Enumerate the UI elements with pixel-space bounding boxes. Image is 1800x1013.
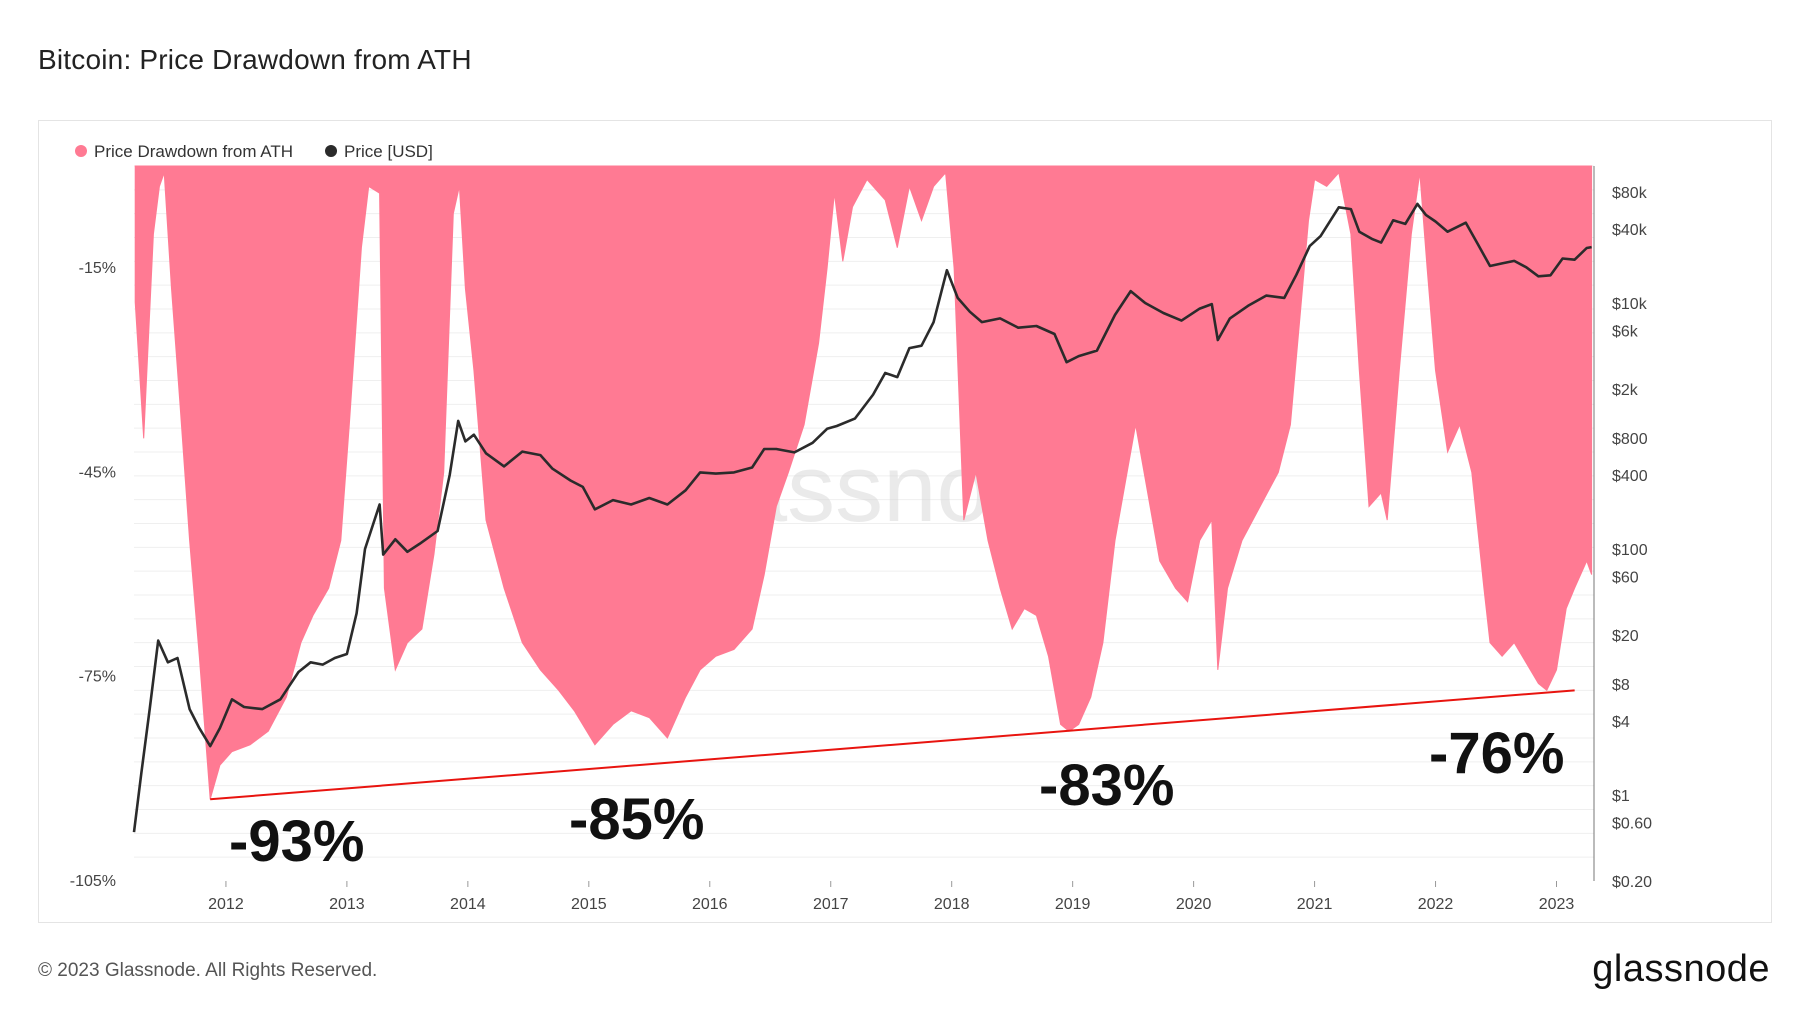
y-axis-left: -15% -45% -75% -105% bbox=[70, 260, 116, 890]
x-tick-label: 2018 bbox=[934, 896, 970, 913]
y-right-tick-label: $60 bbox=[1612, 569, 1639, 586]
y-right-tick-label: $800 bbox=[1612, 431, 1648, 448]
brand-logo: glassnode bbox=[1592, 948, 1770, 990]
x-tick-label: 2022 bbox=[1418, 896, 1454, 913]
page-title: Bitcoin: Price Drawdown from ATH bbox=[38, 44, 472, 75]
chart: Price Drawdown from ATH Price [USD] glass… bbox=[70, 142, 1652, 913]
x-tick-label: 2020 bbox=[1176, 896, 1212, 913]
drawdown-annotation: -93% bbox=[229, 809, 364, 874]
drawdown-annotation: -85% bbox=[569, 787, 704, 852]
y-right-tick-label: $1 bbox=[1612, 788, 1630, 805]
y-left-tick-label: -45% bbox=[79, 464, 116, 481]
y-left-tick-label: -105% bbox=[70, 873, 116, 890]
y-right-tick-label: $10k bbox=[1612, 296, 1648, 313]
x-tick-label: 2015 bbox=[571, 896, 607, 913]
x-axis: 2012 2013 2014 2015 2016 2017 2018 2019 2020 2021… bbox=[208, 881, 1574, 913]
y-right-tick-label: $100 bbox=[1612, 542, 1648, 559]
x-tick-label: 2019 bbox=[1055, 896, 1091, 913]
grid bbox=[134, 165, 1594, 858]
legend-entry-1: Price Drawdown from ATH bbox=[94, 142, 293, 161]
trend-line bbox=[210, 689, 1575, 801]
y-right-tick-label: $0.60 bbox=[1612, 815, 1652, 832]
legend-marker bbox=[325, 145, 338, 157]
annotations: -93% -85% -83% -76% bbox=[229, 721, 1564, 874]
y-right-tick-label: $6k bbox=[1612, 323, 1639, 340]
legend-marker bbox=[75, 145, 87, 157]
y-right-tick-label: $20 bbox=[1612, 628, 1639, 645]
x-tick-label: 2017 bbox=[813, 896, 849, 913]
y-right-tick-label: $0.20 bbox=[1612, 874, 1652, 891]
price-line bbox=[132, 202, 1592, 833]
y-axis-right: $0.20 $0.60 $1 $4 $8 $20 $60 $100 $400 $800 $2k $6k… bbox=[1593, 166, 1652, 891]
legend: Price Drawdown from ATH Price [USD] bbox=[75, 142, 433, 161]
x-tick-label: 2014 bbox=[450, 896, 486, 913]
x-tick-label: 2012 bbox=[208, 896, 244, 913]
y-right-tick-label: $8 bbox=[1612, 677, 1630, 694]
x-tick-label: 2023 bbox=[1539, 896, 1575, 913]
y-right-tick-label: $4 bbox=[1612, 714, 1630, 731]
y-right-tick-label: $40k bbox=[1612, 222, 1648, 239]
x-tick-label: 2021 bbox=[1297, 896, 1333, 913]
x-tick-label: 2016 bbox=[692, 896, 728, 913]
y-left-tick-label: -75% bbox=[79, 669, 116, 686]
copyright-text: © 2023 Glassnode. All Rights Reserved. bbox=[38, 960, 378, 981]
y-left-tick-label: -15% bbox=[79, 260, 116, 277]
y-right-tick-label: $2k bbox=[1612, 382, 1639, 399]
trend-segment bbox=[210, 689, 1575, 801]
chart-frame: Price Drawdown from ATH Price [USD] glass… bbox=[38, 120, 1772, 923]
x-tick-label: 2013 bbox=[329, 896, 365, 913]
drawdown-annotation: -76% bbox=[1429, 721, 1564, 786]
y-right-tick-label: $400 bbox=[1612, 468, 1648, 485]
price-series bbox=[132, 202, 1592, 833]
legend-entry-2: Price [USD] bbox=[344, 142, 433, 161]
y-right-tick-label: $80k bbox=[1612, 185, 1648, 202]
drawdown-annotation: -83% bbox=[1039, 753, 1174, 818]
